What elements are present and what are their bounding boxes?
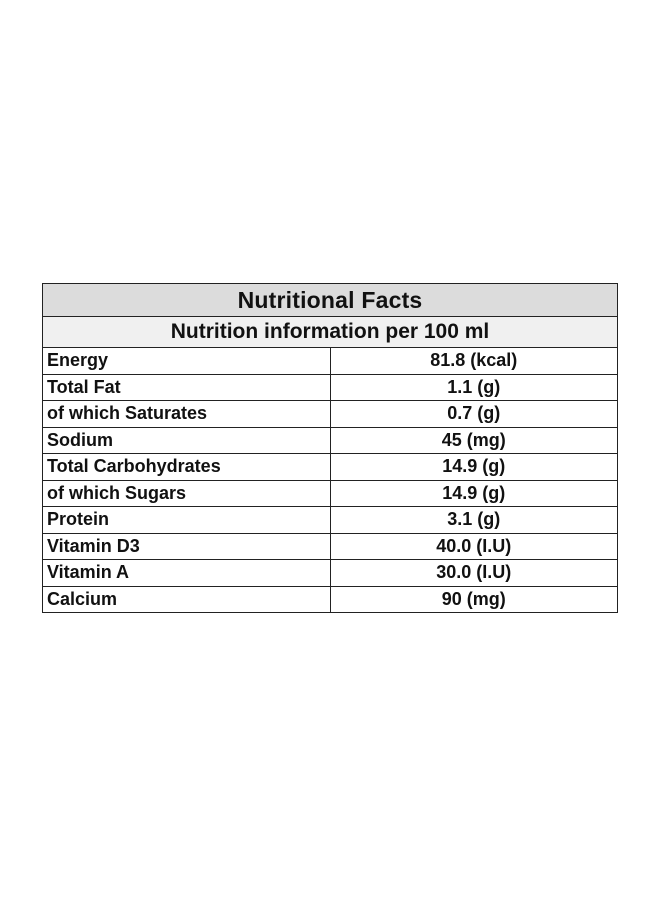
subtitle-row: Nutrition information per 100 ml [42,316,618,348]
table-row: of which Saturates 0.7 (g) [42,400,618,428]
nutrient-value: 45 (mg) [329,426,618,454]
nutrient-value: 14.9 (g) [329,479,618,507]
nutrient-name: of which Saturates [42,400,331,428]
nutrient-name: Energy [42,347,331,375]
nutrient-name: of which Sugars [42,479,331,507]
nutrient-name: Total Carbohydrates [42,453,331,481]
table-row: Sodium 45 (mg) [42,426,618,454]
title-row: Nutritional Facts [42,283,618,317]
nutrition-facts-body: Nutritional Facts Nutrition information … [42,283,618,613]
table-row: Protein 3.1 (g) [42,506,618,534]
nutrient-value: 14.9 (g) [329,453,618,481]
nutrient-name: Calcium [42,585,331,613]
nutrient-name: Sodium [42,426,331,454]
nutrient-name: Vitamin D3 [42,532,331,560]
table-row: Calcium 90 (mg) [42,585,618,613]
table-row: Vitamin A 30.0 (I.U) [42,559,618,587]
table-title: Nutritional Facts [42,283,618,317]
nutrient-value: 3.1 (g) [329,506,618,534]
nutrient-value: 40.0 (I.U) [329,532,618,560]
nutrient-name: Vitamin A [42,559,331,587]
table-row: Total Carbohydrates 14.9 (g) [42,453,618,481]
table-subtitle: Nutrition information per 100 ml [42,316,618,348]
nutrient-value: 30.0 (I.U) [329,559,618,587]
nutrient-value: 0.7 (g) [329,400,618,428]
nutrient-name: Protein [42,506,331,534]
table-row: of which Sugars 14.9 (g) [42,479,618,507]
table-row: Vitamin D3 40.0 (I.U) [42,532,618,560]
table-row: Energy 81.8 (kcal) [42,347,618,375]
nutrition-facts-table: Nutritional Facts Nutrition information … [42,283,618,613]
nutrient-name: Total Fat [42,373,331,401]
nutrient-value: 81.8 (kcal) [329,347,618,375]
nutrient-value: 1.1 (g) [329,373,618,401]
nutrient-value: 90 (mg) [329,585,618,613]
table-row: Total Fat 1.1 (g) [42,373,618,401]
